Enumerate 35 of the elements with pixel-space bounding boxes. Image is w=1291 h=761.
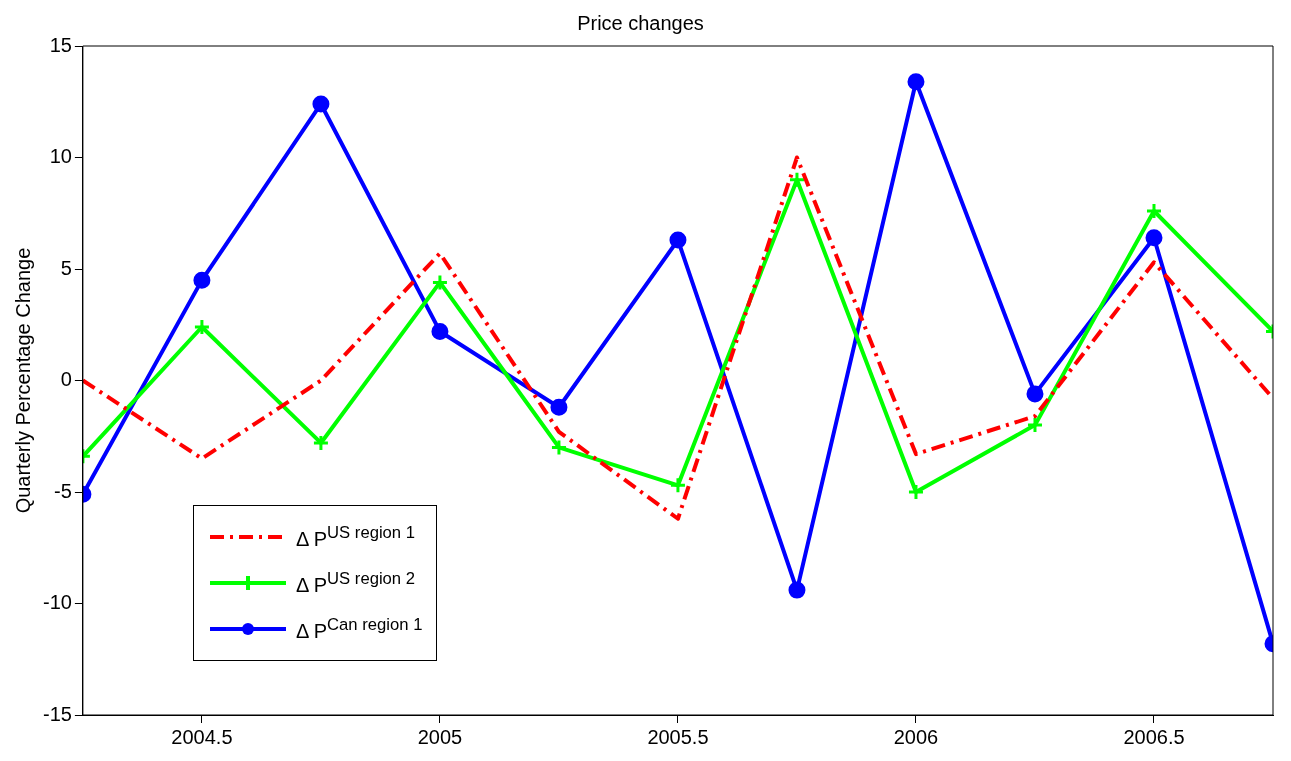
point [312,95,330,113]
point [907,483,925,501]
point [907,73,925,91]
y-tick-label: 5 [60,256,72,279]
legend-label: Δ P$^{US region 2}$ [295,569,416,597]
point [788,581,806,599]
y-tick-label: -10 [43,591,72,614]
point [669,476,687,494]
point [550,398,568,416]
point [1026,385,1044,403]
y-tick-label: 10 [49,145,72,168]
y-tick-label: -5 [54,479,72,502]
point [1145,229,1163,247]
point [1145,202,1163,220]
y-tick-label: -15 [43,702,72,725]
point [312,434,330,452]
y-axis-title: Quarterly Percentage Change [11,247,34,514]
y-tick-label: 0 [60,368,72,391]
point [550,438,568,456]
x-tick-label: 2005.5 [647,725,709,748]
point [788,171,806,189]
x-tick-label: 2006 [893,725,939,748]
legend-label: Δ P$^{Can region 1}$ [295,615,423,643]
point [193,271,211,289]
y-tick-label: 15 [49,33,72,56]
point [431,273,449,291]
point [193,318,211,336]
x-tick-label: 2006.5 [1123,725,1185,748]
legend-label: Δ P$^{US region 1}$ [295,523,416,551]
point [1026,416,1044,434]
point [669,231,687,249]
x-tick-label: 2005 [417,725,463,748]
chart-title: Price changes [577,11,704,34]
point [431,322,449,340]
x-tick-label: 2004.5 [171,725,233,748]
